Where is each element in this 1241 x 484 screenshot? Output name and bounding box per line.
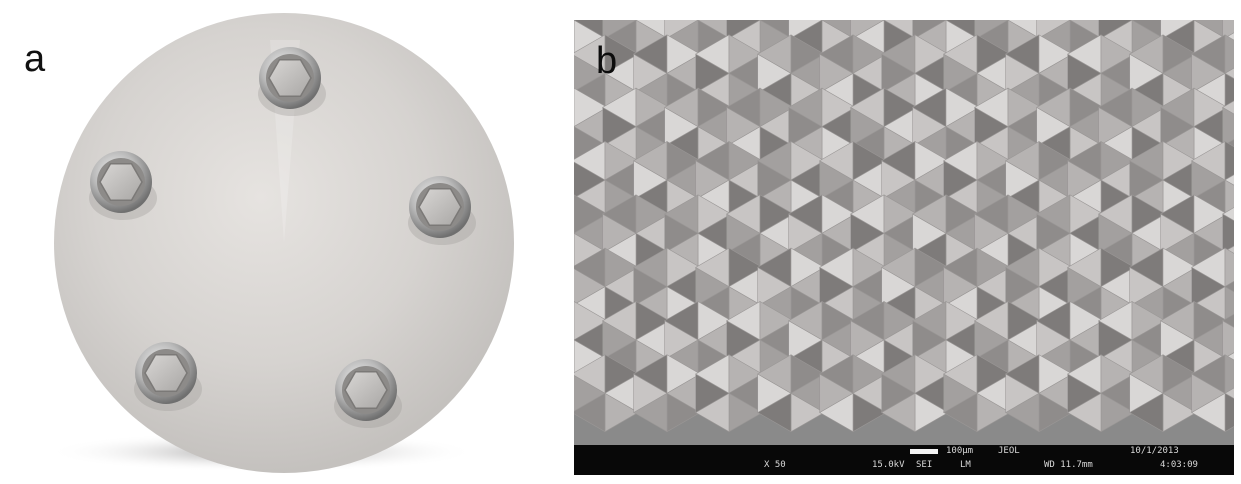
screw-bottom-left	[134, 342, 202, 411]
pyramid-facet	[1224, 247, 1234, 288]
sem-pattern	[574, 20, 1234, 433]
screw-bottom-right	[334, 359, 402, 428]
pyramid-facet	[726, 20, 761, 40]
pyramid-facet	[1098, 20, 1133, 40]
pyramid-facet	[1069, 20, 1104, 40]
pyramid-facet	[1224, 354, 1234, 394]
disc-photo	[47, 13, 514, 473]
pyramid-facet	[1222, 320, 1234, 360]
pyramid-facet	[1224, 174, 1234, 186]
sem-detector: SEI	[916, 460, 933, 470]
pyramid-facet	[1224, 67, 1234, 79]
screw-right	[408, 176, 476, 245]
pyramid-facet	[602, 20, 637, 40]
pyramid-facet	[664, 20, 699, 40]
pyramid-facet	[1224, 392, 1234, 433]
pyramid-facet	[1222, 20, 1234, 40]
pyramid-facet	[1222, 207, 1234, 221]
pyramid-facet	[945, 20, 980, 40]
scale-bar	[910, 449, 938, 454]
pyramid-facet	[1160, 20, 1195, 40]
panel-b-sem-image: b 100μm JEOL 10/1/2013 X 50 15.0kV SEI L…	[574, 20, 1234, 475]
pyramid-facet	[697, 20, 732, 40]
pyramid-facet	[1224, 141, 1234, 181]
sem-time: 4:03:09	[1160, 460, 1198, 470]
pyramid-facet	[883, 20, 918, 40]
sem-info-bar: 100μm JEOL 10/1/2013 X 50 15.0kV SEI LM …	[574, 445, 1234, 475]
pyramid-facet	[1222, 106, 1234, 147]
pyramid-facet	[1222, 100, 1234, 115]
pyramid-facet	[574, 20, 608, 40]
screw-top	[258, 47, 326, 116]
pyramid-facet	[635, 20, 670, 40]
sem-magnification: X 50	[764, 460, 786, 470]
sem-voltage: 15.0kV	[872, 460, 905, 470]
pyramid-facet	[912, 20, 947, 40]
pyramid-facet	[1131, 20, 1166, 40]
pyramid-facet	[974, 20, 1009, 40]
sem-scale-text: 100μm	[946, 446, 974, 456]
sem-maker: JEOL	[998, 446, 1020, 456]
pyramid-facet	[1007, 20, 1042, 40]
pyramid-facet	[788, 20, 823, 40]
pyramid-facet	[1193, 20, 1228, 40]
pyramid-facet	[1036, 20, 1071, 40]
pyramid-facet	[1224, 387, 1234, 399]
pyramid-facet	[850, 20, 885, 40]
pyramid-facet	[1222, 213, 1234, 254]
pyramid-facet	[821, 20, 856, 40]
sem-mode: LM	[960, 460, 971, 470]
pyramid-facet	[1222, 313, 1234, 328]
panel-label-b: b	[596, 40, 618, 82]
sem-date: 10/1/2013	[1130, 446, 1179, 456]
pyramid-facet	[1224, 34, 1234, 74]
pyramid-facet	[759, 20, 794, 40]
screw-left	[89, 151, 157, 220]
panel-a-photo: a	[0, 0, 560, 484]
panel-label-a: a	[24, 38, 46, 80]
sem-working-distance: WD 11.7mm	[1044, 460, 1093, 470]
pyramid-facet	[1224, 281, 1234, 293]
